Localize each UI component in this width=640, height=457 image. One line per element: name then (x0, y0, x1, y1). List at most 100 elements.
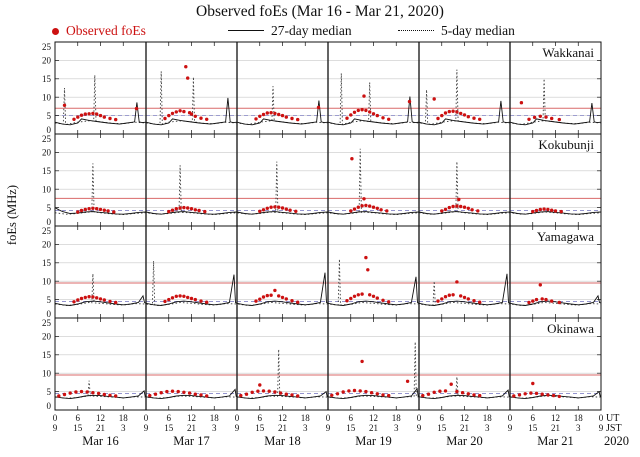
legend-observed: Observed foEs (52, 23, 146, 39)
y-tick-label: 15 (42, 350, 52, 360)
panel-wakkanai: Wakkanai 0 5 10 15 20 25 (42, 41, 602, 135)
jst-tick-label: 9 (599, 423, 604, 433)
y-tick-label: 25 (42, 42, 52, 52)
observed-points (57, 359, 561, 399)
jst-tick-label: 15 (346, 423, 356, 433)
ut-tick-label: 6 (167, 413, 172, 423)
ut-tick-label: 12 (187, 413, 196, 423)
jst-tick-label: 21 (278, 423, 287, 433)
station-label: Wakkanai (542, 45, 594, 60)
jst-tick-label: 21 (369, 423, 378, 433)
chart-title: Observed foEs (Mar 16 - Mar 21, 2020) (196, 3, 444, 20)
ut-tick-label: 6 (531, 413, 536, 423)
y-tick-label: 5 (47, 111, 52, 121)
y-tick-label: 25 (42, 318, 52, 328)
jst-tick-label: 3 (212, 423, 217, 433)
jst-tick-label: 15 (255, 423, 265, 433)
station-label: Okinawa (547, 321, 594, 336)
panel-okinawa: Okinawa 0 5 10 15 20 25 (42, 317, 602, 411)
ut-tick-label: 0 (53, 413, 58, 423)
ut-tick-label: 12 (278, 413, 287, 423)
y-tick-label: 5 (47, 387, 52, 397)
jst-tick-label: 15 (73, 423, 83, 433)
y-tick-label: 25 (42, 134, 52, 144)
y-tick-label: 5 (47, 203, 52, 213)
ut-tick-label: 18 (574, 413, 584, 423)
jst-tick-label: 3 (485, 423, 490, 433)
jst-tick-label: 3 (121, 423, 126, 433)
day-label: Mar 20 (446, 434, 482, 448)
y-tick-label: 10 (42, 92, 52, 102)
jst-axis-label: JST (606, 423, 622, 434)
ut-tick-label: 6 (76, 413, 81, 423)
ut-tick-label: 18 (210, 413, 220, 423)
y-tick-label: 15 (42, 74, 52, 84)
y-tick-label: 25 (42, 226, 52, 236)
y-tick-label: 15 (42, 166, 52, 176)
y-tick-label: 10 (42, 276, 52, 286)
median27-line (54, 272, 602, 306)
day-label: Mar 21 (537, 434, 573, 448)
jst-tick-label: 21 (460, 423, 469, 433)
observed-points (76, 157, 563, 214)
ut-tick-label: 6 (258, 413, 263, 423)
median27-line (54, 207, 602, 215)
day-label: Mar 18 (264, 434, 300, 448)
jst-tick-label: 9 (53, 423, 58, 433)
y-tick-label: 0 (47, 309, 52, 319)
ut-tick-label: 18 (119, 413, 129, 423)
jst-tick-label: 3 (394, 423, 399, 433)
legend-median27-label: 27-day median (271, 23, 352, 38)
jst-tick-label: 21 (551, 423, 560, 433)
ut-tick-label: 0 (326, 413, 331, 423)
ut-tick-label: 12 (460, 413, 469, 423)
jst-tick-label: 15 (164, 423, 174, 433)
jst-tick-label: 9 (417, 423, 422, 433)
y-tick-label: 10 (42, 368, 52, 378)
y-tick-label: 20 (42, 148, 52, 158)
panel-yamagawa: Yamagawa 0 5 10 15 20 25 (42, 225, 602, 319)
jst-tick-label: 9 (235, 423, 240, 433)
observed-dot-icon (52, 28, 59, 35)
ut-tick-label: 0 (235, 413, 240, 423)
ut-tick-label: 12 (369, 413, 378, 423)
median27-line (54, 387, 602, 400)
jst-tick-label: 3 (576, 423, 581, 433)
y-tick-label: 0 (47, 217, 52, 227)
jst-tick-label: 9 (508, 423, 513, 433)
panel-kokubunji: Kokubunji 0 5 10 15 20 25 (42, 133, 602, 227)
dotted-line-icon (398, 30, 434, 31)
jst-tick-label: 9 (144, 423, 149, 433)
median27-line (54, 96, 602, 126)
legend-median27: 27-day median (228, 23, 352, 39)
observed-points (62, 65, 561, 122)
legend-observed-label: Observed foEs (66, 23, 146, 38)
y-tick-label: 0 (47, 401, 52, 411)
ut-tick-label: 6 (349, 413, 354, 423)
jst-tick-label: 15 (437, 423, 447, 433)
legend-median5: 5-day median (398, 23, 515, 39)
jst-tick-label: 3 (303, 423, 308, 433)
ut-axis-label: UT (606, 413, 619, 424)
jst-tick-label: 21 (96, 423, 105, 433)
ut-tick-label: 0 (417, 413, 422, 423)
jst-tick-label: 9 (326, 423, 331, 433)
y-tick-label: 20 (42, 332, 52, 342)
station-label: Yamagawa (537, 229, 594, 244)
day-label: Mar 17 (173, 434, 209, 448)
year-label: 2020 (604, 434, 629, 448)
jst-tick-label: 21 (187, 423, 196, 433)
day-label: Mar 16 (82, 434, 118, 448)
ut-tick-label: 12 (551, 413, 560, 423)
ut-tick-label: 0 (508, 413, 513, 423)
ut-tick-label: 6 (440, 413, 445, 423)
ut-tick-label: 18 (392, 413, 402, 423)
solid-line-icon (228, 30, 264, 31)
observed-points (72, 255, 561, 305)
ut-tick-label: 12 (96, 413, 105, 423)
ut-tick-label: 18 (483, 413, 493, 423)
station-label: Kokubunji (538, 137, 594, 152)
y-tick-label: 5 (47, 295, 52, 305)
ut-tick-label: 0 (144, 413, 149, 423)
